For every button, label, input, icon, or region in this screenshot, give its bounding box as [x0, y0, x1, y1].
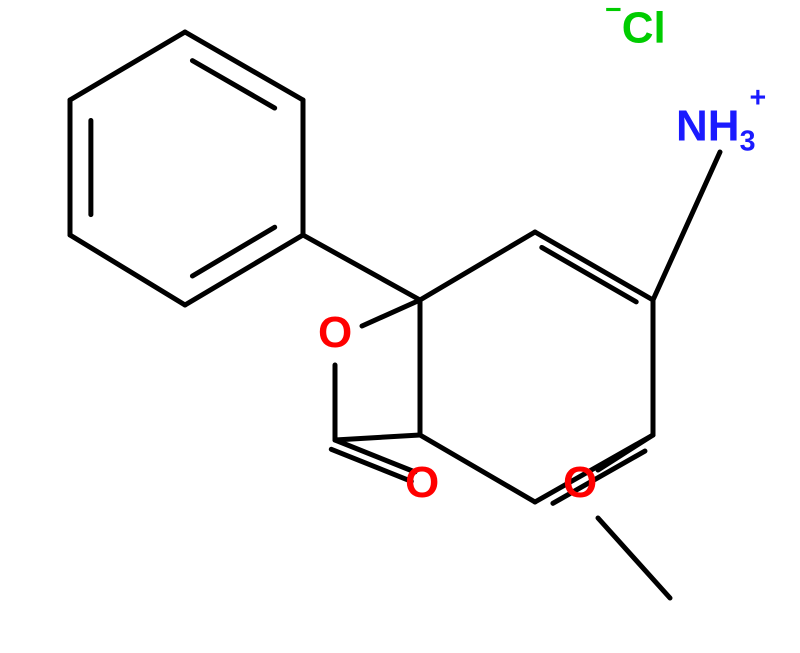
ether-oxygen: O — [318, 308, 352, 358]
nh-symbol: NH — [676, 102, 740, 151]
bonds-layer — [0, 0, 800, 653]
ammonium-group: NH3+ — [676, 100, 772, 158]
plus-charge: + — [749, 82, 766, 114]
methoxy-oxygen: O — [563, 458, 597, 508]
nh-sub: 3 — [740, 125, 756, 157]
molecule-diagram: −Cl NH3+ O O O — [0, 0, 800, 653]
minus-charge: − — [605, 0, 622, 26]
carbonyl-oxygen: O — [405, 458, 439, 508]
cl-symbol: Cl — [622, 4, 666, 53]
chloride-ion: −Cl — [605, 2, 666, 54]
